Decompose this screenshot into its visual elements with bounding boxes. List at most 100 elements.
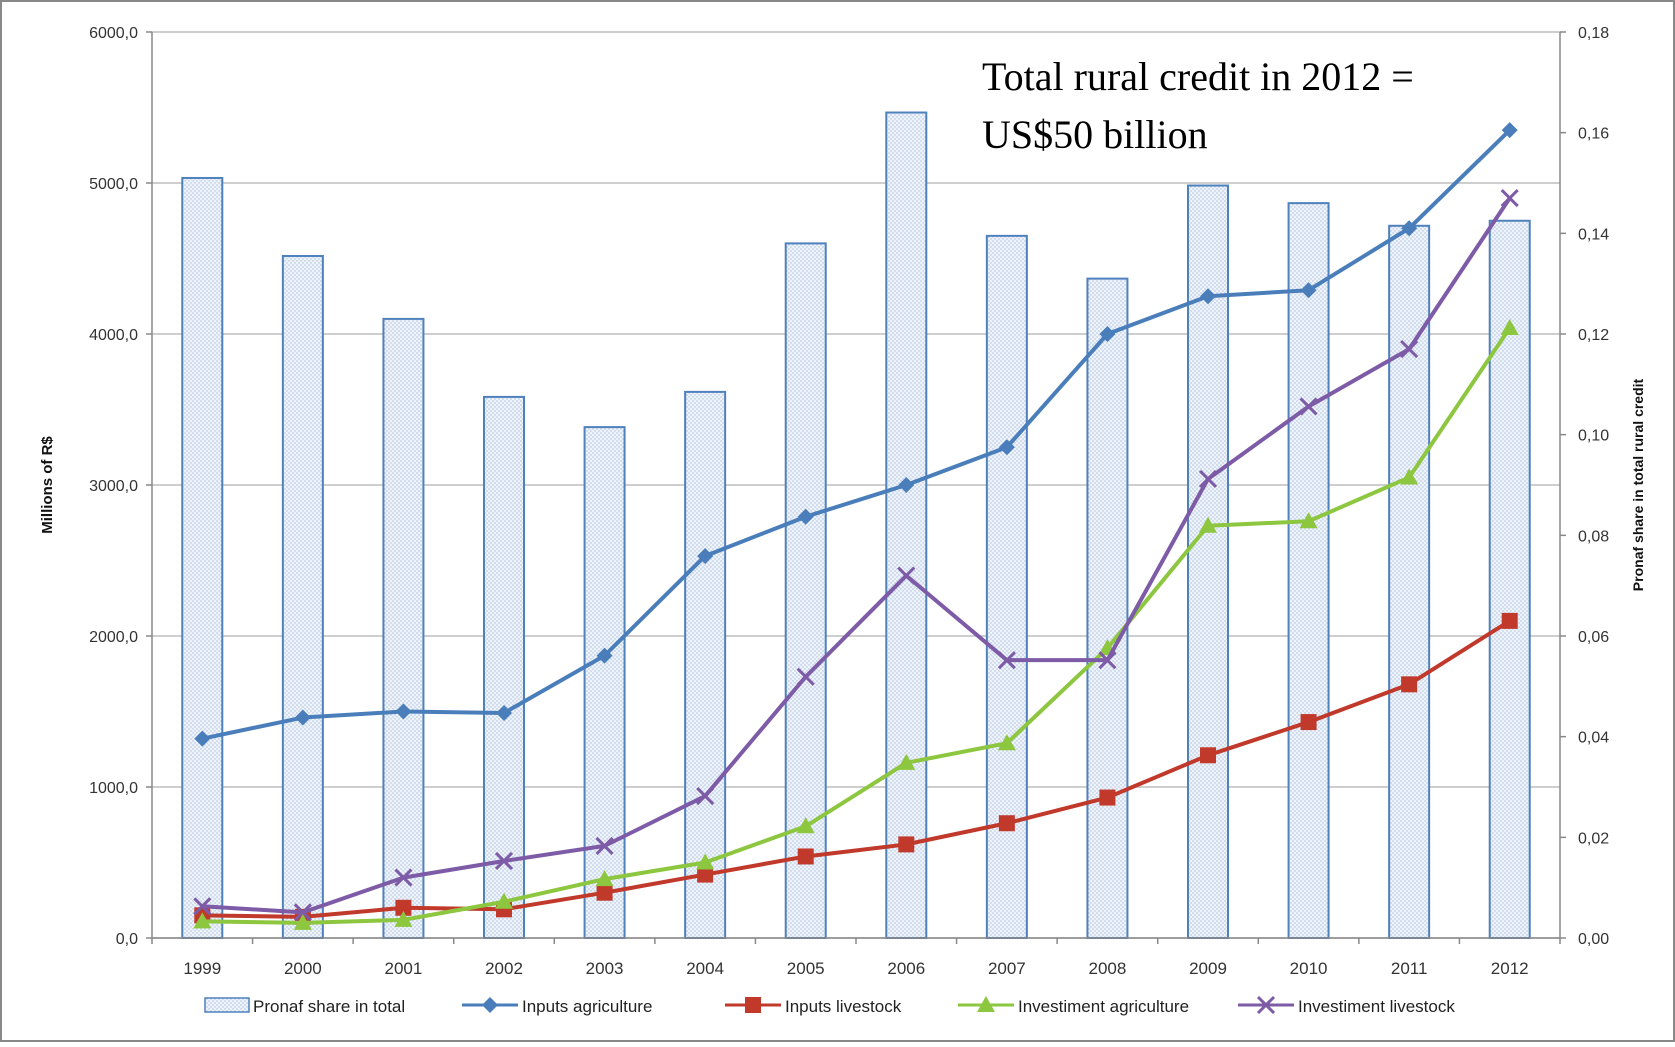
x-marker-stroke (394, 868, 413, 887)
right-tick-label: 0,12 (1578, 327, 1609, 344)
square-marker (745, 997, 761, 1013)
left-tick-label: 1000,0 (89, 780, 138, 797)
bar (583, 426, 626, 939)
diamond-marker (1300, 282, 1317, 299)
bar (281, 254, 324, 939)
right-tick-label: 0,08 (1578, 528, 1609, 545)
legend-item: Investiment livestock (1238, 995, 1455, 1016)
triangle-marker (495, 892, 513, 909)
series-inputs-agriculture (194, 122, 1518, 747)
triangle-marker (293, 913, 312, 930)
diamond-marker (898, 477, 915, 493)
right-axis-title: Pronaf share in total rural credit (1630, 378, 1646, 591)
bar (684, 390, 727, 939)
bar (1488, 219, 1531, 939)
x-marker (796, 667, 815, 686)
bar (1388, 224, 1431, 940)
triangle-marker (193, 912, 212, 929)
x-marker (394, 868, 413, 887)
bar (1187, 184, 1229, 939)
diamond-marker (482, 997, 498, 1013)
bar (483, 395, 525, 939)
diamond-marker (194, 730, 211, 747)
right-tick-label: 0,14 (1578, 226, 1609, 243)
x-tick-label: 2002 (485, 959, 523, 978)
triangle-marker (595, 870, 614, 887)
annotation-line-1: Total rural credit in 2012 = (982, 54, 1414, 99)
series-line (201, 128, 1512, 741)
triangle-marker (1199, 516, 1217, 533)
x-marker-stroke (193, 897, 212, 916)
diamond-marker (998, 439, 1015, 456)
x-marker-stroke (796, 667, 815, 686)
x-marker (293, 903, 312, 922)
x-marker-stroke (1400, 340, 1419, 359)
x-marker (494, 851, 514, 871)
square-marker (1300, 714, 1317, 731)
legend-label: Investiment livestock (1298, 997, 1455, 1016)
x-tick-label: 2001 (385, 959, 423, 978)
x-marker-stroke (997, 651, 1016, 670)
diamond-marker (496, 705, 512, 722)
x-marker (1500, 189, 1519, 208)
right-tick-label: 0,04 (1578, 730, 1609, 747)
x-tick-label: 2011 (1391, 959, 1428, 978)
right-tick-label: 0,06 (1578, 629, 1609, 646)
series-investiment-agriculture (193, 318, 1519, 930)
right-tick-label: 0,16 (1578, 126, 1609, 143)
square-marker (898, 836, 915, 853)
bar (181, 176, 224, 939)
line-series-group (193, 122, 1519, 930)
x-marker (997, 651, 1016, 670)
axes: 0,0 1000,0 2000,0 3000,0 4000,0 5000,0 6000,0 0… (89, 25, 1609, 978)
x-marker-stroke (1500, 189, 1519, 208)
right-tick-label: 0,10 (1578, 428, 1609, 445)
legend-label: Pronaf share in total (253, 997, 405, 1016)
right-tick-label: 0,02 (1578, 830, 1609, 847)
x-marker (897, 566, 916, 585)
series-line (202, 196, 1512, 915)
diamond-marker (697, 547, 714, 564)
x-marker-stroke (293, 903, 312, 922)
x-marker (1198, 469, 1218, 489)
legend: Pronaf share in total Inputs agriculture I… (204, 995, 1455, 1016)
right-tick-label: 0,00 (1578, 931, 1609, 948)
triangle-marker (394, 910, 413, 927)
series-investiment-livestock (193, 189, 1519, 922)
bar (1086, 277, 1129, 939)
legend-item: Inputs livestock (725, 997, 902, 1016)
left-tick-label: 6000,0 (89, 25, 138, 42)
x-tick-label: 1999 (183, 959, 221, 978)
left-tick-label: 5000,0 (89, 176, 138, 193)
diamond-marker (797, 508, 814, 525)
square-marker (1200, 747, 1216, 764)
left-axis-title: Millions of R$ (39, 436, 56, 534)
square-marker (395, 899, 412, 916)
x-marker (1098, 651, 1117, 670)
right-tick-label: 0,18 (1578, 25, 1609, 42)
triangle-marker (696, 853, 715, 870)
legend-item: Investiment agriculture (958, 996, 1189, 1016)
x-tick-label: 2012 (1491, 959, 1529, 978)
x-marker (1256, 995, 1276, 1015)
triangle-marker (796, 817, 815, 834)
annotation-line-2: US$50 billion (982, 112, 1208, 157)
square-marker (998, 815, 1015, 832)
legend-item: Pronaf share in total (204, 997, 405, 1016)
legend-label: Inputs livestock (785, 997, 902, 1016)
left-tick-label: 2000,0 (89, 629, 138, 646)
x-marker-stroke (595, 836, 614, 855)
square-marker (697, 866, 714, 883)
x-tick-label: 2008 (1089, 959, 1127, 978)
diamond-marker (596, 647, 613, 664)
square-marker (596, 884, 613, 901)
bar (382, 317, 425, 939)
left-tick-label: 4000,0 (89, 327, 138, 344)
diamond-marker (294, 709, 311, 726)
triangle-marker (977, 996, 995, 1012)
diamond-marker (1401, 220, 1418, 237)
square-marker (1401, 676, 1418, 693)
triangle-marker (897, 753, 916, 770)
diamond-marker (1501, 122, 1518, 139)
